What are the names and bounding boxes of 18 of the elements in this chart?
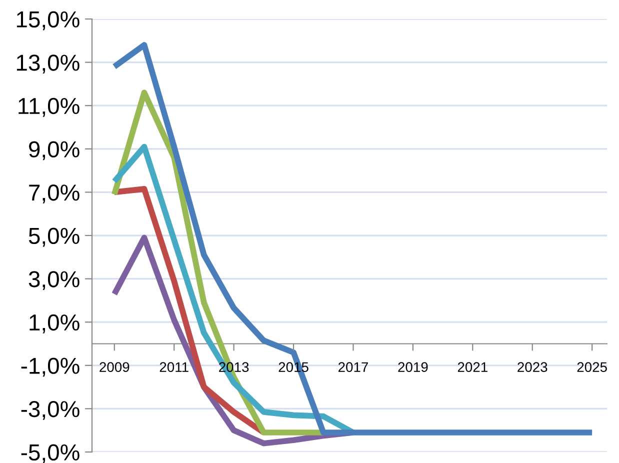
x-tick-label: 2025 [577, 362, 607, 372]
x-tick-label: 2009 [100, 362, 130, 372]
y-tick-label: -1,0% [21, 358, 80, 377]
y-tick-label: 7,0% [29, 184, 80, 204]
x-tick-label: 2021 [458, 362, 488, 372]
y-tick-label: -3,0% [21, 401, 80, 420]
x-tick-label: 2023 [518, 362, 548, 372]
y-tick-label: -5,0% [21, 444, 80, 463]
y-tick-label: 5,0% [28, 228, 80, 247]
y-tick-label: 11,0% [18, 98, 80, 117]
y-tick-label: 3,0% [28, 271, 80, 290]
y-tick-label: 1,0% [30, 314, 80, 334]
x-tick-label: 2011 [160, 362, 188, 372]
x-tick-label: 2019 [398, 362, 428, 372]
x-tick-label: 2017 [338, 362, 368, 372]
y-tick-label: 15,0% [16, 11, 80, 30]
y-tick-label: 9,0% [29, 141, 80, 160]
y-tick-label: 13,0% [16, 54, 80, 74]
